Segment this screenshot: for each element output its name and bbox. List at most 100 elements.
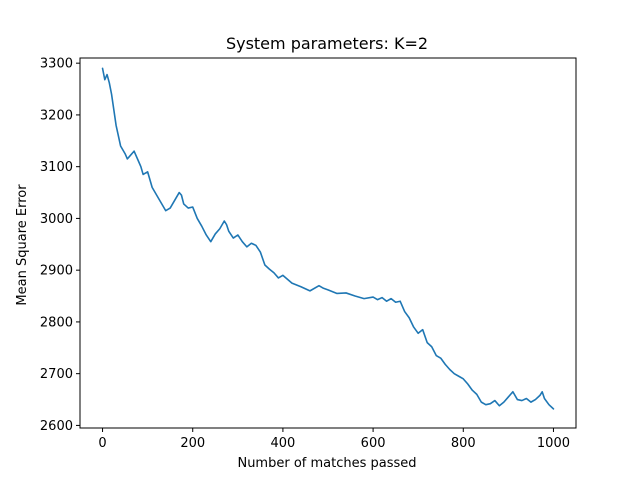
data-point [413, 326, 414, 327]
data-point [143, 174, 144, 175]
y-tick-label: 2800 [40, 315, 73, 330]
data-point [215, 233, 216, 234]
data-point [490, 403, 491, 404]
data-point [309, 290, 310, 291]
x-tick-label: 800 [451, 436, 476, 451]
data-point [512, 391, 513, 392]
data-point [233, 237, 234, 238]
data-point [170, 207, 171, 208]
data-point [409, 317, 410, 318]
data-point [517, 399, 518, 400]
x-axis: 0 200 400 600 800 1000 [98, 428, 570, 451]
data-point [400, 301, 401, 302]
data-point [354, 295, 355, 296]
data-point [228, 231, 229, 232]
data-point [372, 296, 373, 297]
data-point [535, 399, 536, 400]
data-point [386, 301, 387, 302]
data-point [318, 285, 319, 286]
x-tick-label: 1000 [537, 436, 570, 451]
data-point [251, 243, 252, 244]
data-point [120, 145, 121, 146]
data-point [463, 378, 464, 379]
data-point [106, 74, 107, 75]
data-point [219, 228, 220, 229]
data-point [485, 404, 486, 405]
data-point [494, 400, 495, 401]
data-point [197, 218, 198, 219]
data-point [404, 311, 405, 312]
data-point [179, 192, 180, 193]
data-point [544, 398, 545, 399]
x-tick-label: 600 [361, 436, 386, 451]
data-point [526, 398, 527, 399]
y-tick-label: 3200 [40, 108, 73, 123]
data-point [377, 299, 378, 300]
data-point [161, 202, 162, 203]
data-point [104, 79, 105, 80]
data-point [336, 293, 337, 294]
y-tick-label: 3300 [40, 57, 73, 72]
x-tick-label: 400 [270, 436, 295, 451]
data-point [542, 391, 543, 392]
data-point [206, 234, 207, 235]
data-point [127, 158, 128, 159]
data-point [345, 292, 346, 293]
data-point [201, 226, 202, 227]
data-point [181, 195, 182, 196]
data-point [192, 206, 193, 207]
data-point [237, 234, 238, 235]
data-point [115, 125, 116, 126]
y-tick-label: 3100 [40, 160, 73, 175]
data-point [282, 275, 283, 276]
data-point [327, 289, 328, 290]
series-line [101, 67, 555, 410]
data-point [445, 364, 446, 365]
data-point [174, 200, 175, 201]
data-point [427, 342, 428, 343]
y-tick-label: 3000 [40, 212, 73, 227]
data-point [300, 286, 301, 287]
data-point [476, 394, 477, 395]
data-point [553, 408, 554, 409]
data-point [188, 207, 189, 208]
data-point [440, 358, 441, 359]
data-point [246, 246, 247, 247]
data-point [530, 402, 531, 403]
data-point [521, 400, 522, 401]
data-point [291, 283, 292, 284]
x-tick-label: 0 [98, 436, 106, 451]
data-point [113, 109, 114, 110]
data-point [395, 302, 396, 303]
data-point [111, 94, 112, 95]
plot-area [101, 67, 555, 410]
y-tick-label: 2700 [40, 367, 73, 382]
data-point [391, 298, 392, 299]
y-tick-label: 2600 [40, 419, 73, 434]
data-point [273, 272, 274, 273]
data-point [124, 153, 125, 154]
data-point [449, 369, 450, 370]
data-point [548, 404, 549, 405]
data-point [431, 346, 432, 347]
data-point [260, 251, 261, 252]
data-point [147, 171, 148, 172]
data-point [382, 297, 383, 298]
data-point [242, 241, 243, 242]
data-point [255, 245, 256, 246]
data-point [138, 161, 139, 162]
data-point [269, 269, 270, 270]
x-axis-label: Number of matches passed [237, 456, 416, 471]
data-point [422, 329, 423, 330]
data-point [539, 395, 540, 396]
x-tick-label: 200 [180, 436, 205, 451]
data-point [278, 277, 279, 278]
data-point [418, 333, 419, 334]
data-point [472, 390, 473, 391]
y-axis-label: Mean Square Error [15, 184, 30, 306]
data-point [436, 355, 437, 356]
data-point [183, 203, 184, 204]
data-point [264, 264, 265, 265]
